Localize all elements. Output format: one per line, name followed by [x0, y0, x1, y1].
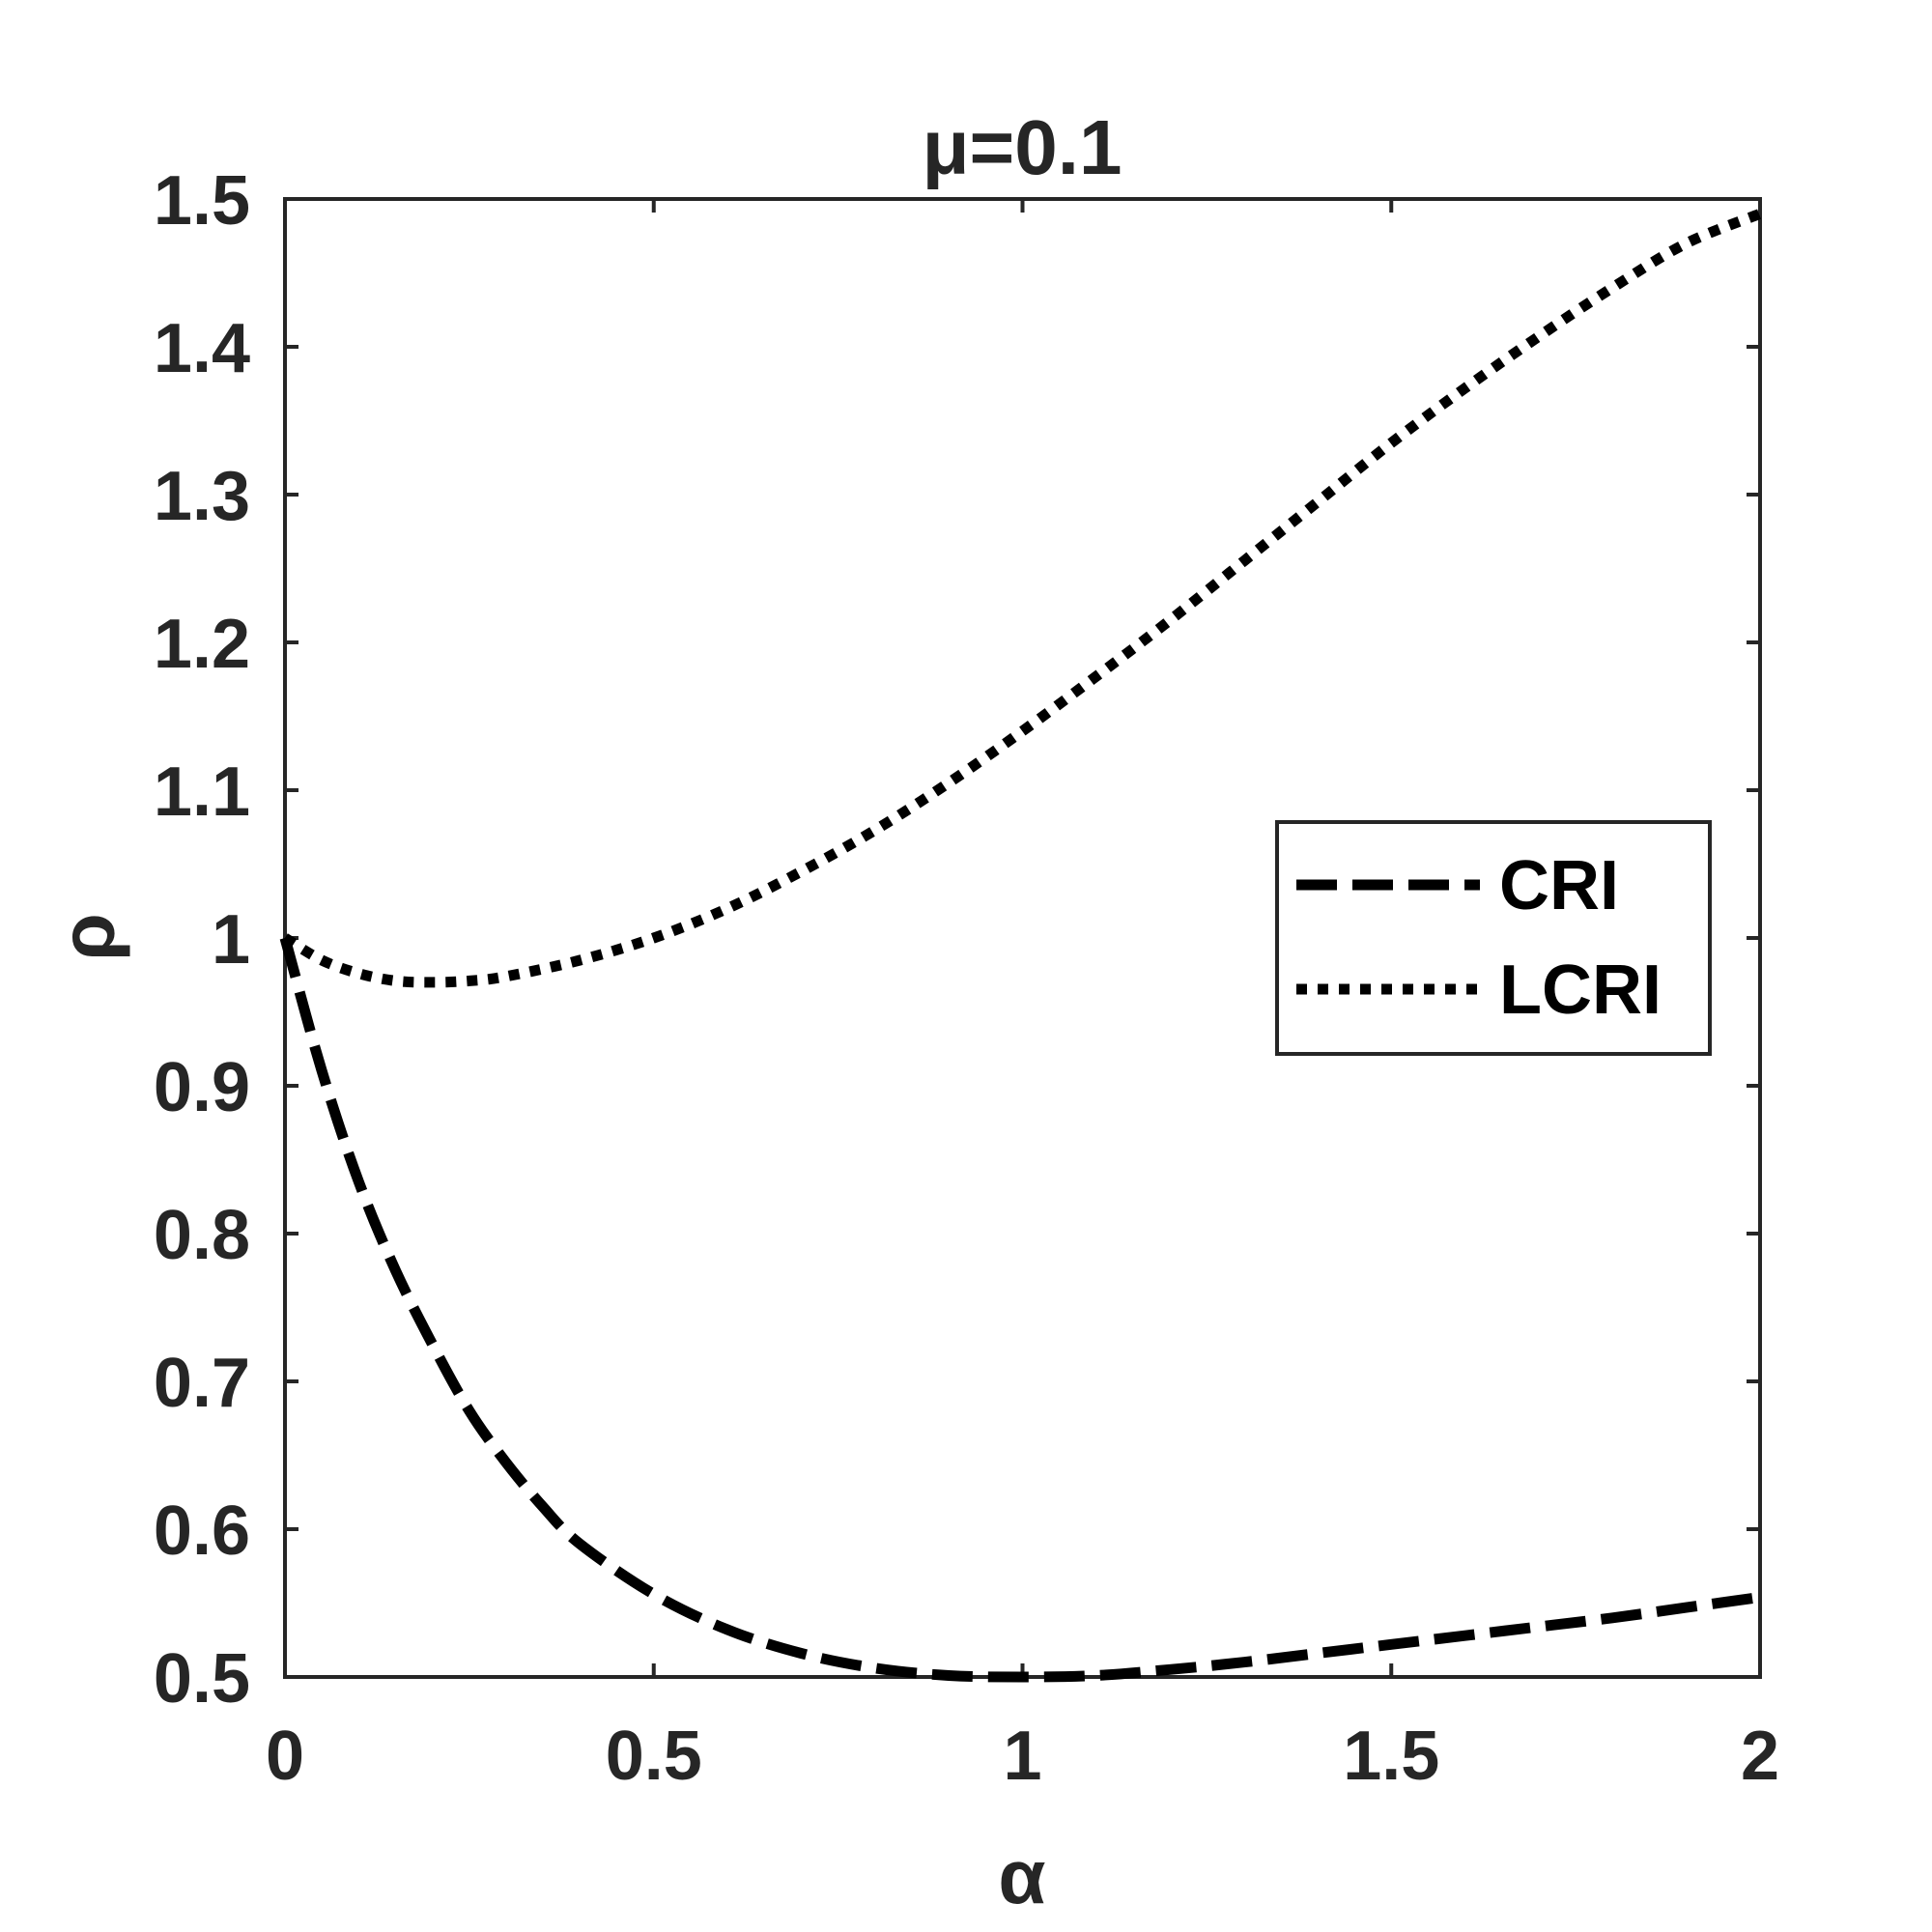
legend-lcri-label: LCRI — [1499, 952, 1662, 1029]
x-axis-label: α — [998, 1833, 1045, 1919]
y-tick-label: 1.2 — [154, 606, 250, 683]
x-tick-label: 2 — [1741, 1718, 1779, 1795]
y-tick-label: 0.7 — [154, 1345, 250, 1422]
y-tick-label: 1.3 — [154, 458, 250, 535]
x-tick-label: 1.5 — [1343, 1718, 1439, 1795]
y-tick-label: 0.8 — [154, 1197, 250, 1274]
chart-title: μ=0.1 — [923, 104, 1122, 190]
y-axis-label: ρ — [44, 913, 130, 961]
x-tick-label: 0.5 — [606, 1718, 702, 1795]
y-tick-label: 1 — [212, 901, 250, 979]
legend-box — [1275, 820, 1712, 1056]
y-tick-label: 0.5 — [154, 1640, 250, 1718]
y-tick-label: 0.9 — [154, 1049, 250, 1126]
ticks-layer: 0 0.5 1 1.5 20.50.60.70.80.911.11.21.31.41.5 — [154, 162, 1779, 1795]
series-layer — [279, 209, 1763, 1683]
y-tick-label: 1.1 — [154, 753, 250, 831]
legend: CRI LCRI — [1275, 820, 1712, 1056]
series-line-cri — [279, 936, 1761, 1683]
legend-cri-label: CRI — [1499, 847, 1619, 924]
x-tick-label: 0 — [266, 1718, 304, 1795]
y-tick-label: 1.4 — [154, 310, 250, 387]
y-tick-label: 0.6 — [154, 1492, 250, 1570]
x-tick-label: 1 — [1003, 1718, 1041, 1795]
y-tick-label: 1.5 — [154, 162, 250, 240]
